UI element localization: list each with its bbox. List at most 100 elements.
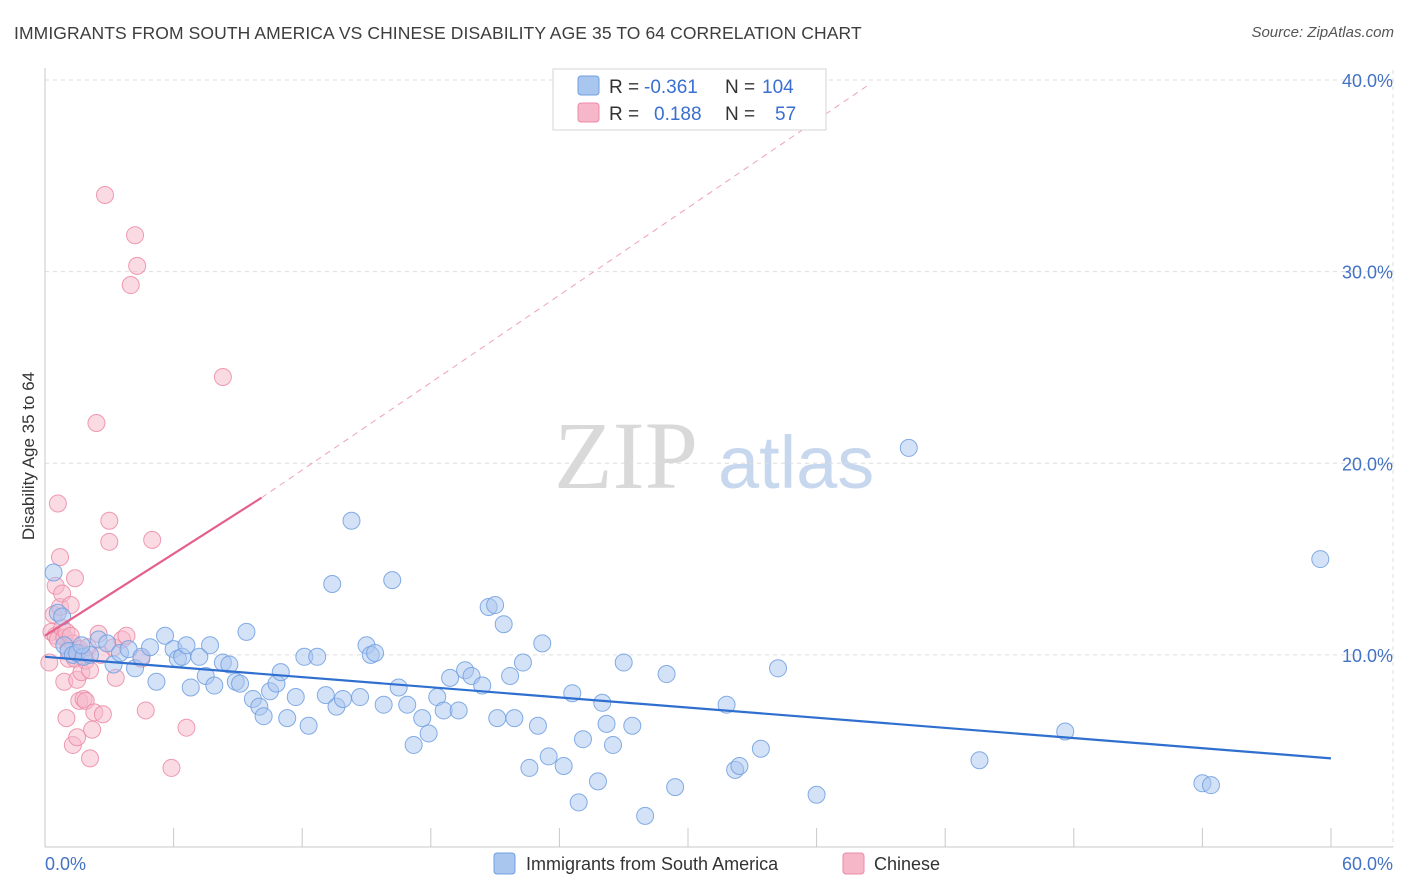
bottom-legend-label-pink: Chinese: [874, 854, 940, 874]
south-america-point: [449, 701, 468, 720]
south-america-point: [299, 716, 318, 735]
bottom-legend-swatch-blue: [493, 852, 516, 875]
south-america-point: [539, 747, 558, 766]
south-america-point: [333, 689, 352, 708]
south-america-point: [254, 707, 273, 726]
legend-r-value-blue: -0.361: [644, 77, 698, 98]
south-america-point: [769, 659, 788, 678]
chinese-trend-line: [44, 496, 263, 637]
south-america-point: [286, 688, 305, 707]
x-tick-label-min: 0.0%: [45, 854, 86, 874]
south-america-point: [441, 668, 460, 687]
y-axis-label: Disability Age 35 to 64: [19, 372, 38, 540]
chinese-point: [126, 226, 145, 245]
south-america-point: [44, 563, 63, 582]
south-america-trend-line: [44, 655, 1332, 760]
chinese-point: [121, 276, 140, 295]
chinese-point: [143, 530, 162, 549]
south-america-point: [657, 665, 676, 684]
y-tick-label: 10.0%: [1342, 646, 1393, 666]
y-tick-label: 20.0%: [1342, 454, 1393, 474]
south-america-point: [271, 663, 290, 682]
chinese-point: [68, 728, 87, 747]
legend-n-value-pink: 57: [775, 104, 796, 125]
chinese-point: [162, 758, 181, 777]
south-america-point: [201, 636, 220, 655]
south-america-point: [1201, 776, 1220, 795]
south-america-point: [308, 647, 327, 666]
south-america-point: [501, 666, 520, 685]
south-america-point: [666, 778, 685, 797]
chinese-point: [87, 414, 106, 433]
south-america-point: [404, 735, 423, 754]
south-america-point: [53, 607, 72, 626]
south-america-point: [342, 511, 361, 530]
south-america-point: [323, 574, 342, 593]
chinese-points: [40, 185, 232, 777]
south-america-point: [98, 634, 117, 653]
south-america-point: [72, 636, 91, 655]
legend-n-label-pink: N =: [725, 104, 755, 125]
south-america-point: [520, 758, 539, 777]
chinese-trend-line-extrapolated: [261, 83, 871, 499]
south-america-point: [1311, 550, 1330, 569]
chinese-point: [51, 548, 70, 567]
axes: [44, 68, 1393, 848]
chinese-point: [128, 256, 147, 275]
south-america-point: [205, 676, 224, 695]
south-america-point: [533, 634, 552, 653]
chinese-point: [83, 720, 102, 739]
y-tick-label: 40.0%: [1342, 71, 1393, 91]
chinese-point: [136, 701, 155, 720]
south-america-point: [486, 596, 505, 615]
south-america-point: [316, 686, 335, 705]
south-america-point: [970, 751, 989, 770]
legend-swatch-blue: [577, 75, 600, 96]
south-america-point: [573, 730, 592, 749]
south-america-point: [141, 638, 160, 657]
south-america-point: [554, 757, 573, 776]
south-america-point: [278, 709, 297, 728]
south-america-point: [434, 701, 453, 720]
south-america-point: [751, 739, 770, 758]
south-america-point: [220, 655, 239, 674]
watermark-atlas: atlas: [718, 421, 874, 504]
south-america-point: [147, 672, 166, 691]
chinese-point: [100, 511, 119, 530]
legend-n-value-blue: 104: [762, 77, 794, 98]
south-america-point: [413, 709, 432, 728]
south-america-point: [623, 716, 642, 735]
south-america-point: [398, 695, 417, 714]
south-america-point: [730, 757, 749, 776]
x-tick-label-max: 60.0%: [1342, 854, 1393, 874]
chinese-point: [96, 185, 115, 204]
chart-title: IMMIGRANTS FROM SOUTH AMERICA VS CHINESE…: [14, 23, 862, 43]
chinese-point: [81, 749, 100, 768]
trend-lines: [44, 83, 1332, 760]
chinese-point: [57, 709, 76, 728]
south-america-point: [351, 688, 370, 707]
south-america-point: [513, 653, 532, 672]
south-america-point: [528, 716, 547, 735]
legend-n-label-blue: N =: [725, 77, 755, 98]
south-america-point: [374, 695, 393, 714]
chinese-point: [213, 368, 232, 387]
chinese-point: [177, 718, 196, 737]
correlation-legend: R = -0.361 N = 104 R = 0.188 N = 57: [552, 68, 827, 131]
south-america-point: [717, 695, 736, 714]
chinese-point: [48, 494, 67, 513]
bottom-legend-swatch-pink: [842, 852, 865, 875]
south-america-point: [614, 653, 633, 672]
south-america-point: [603, 735, 622, 754]
grid-lines: [45, 70, 1394, 847]
south-america-point: [899, 438, 918, 457]
legend-r-label-blue: R =: [609, 77, 639, 98]
chinese-point: [100, 532, 119, 551]
south-america-point: [593, 693, 612, 712]
south-america-point: [807, 785, 826, 804]
south-america-point: [597, 714, 616, 733]
south-america-point: [569, 793, 588, 812]
south-america-point: [237, 622, 256, 641]
bottom-legend-label-blue: Immigrants from South America: [526, 854, 779, 874]
